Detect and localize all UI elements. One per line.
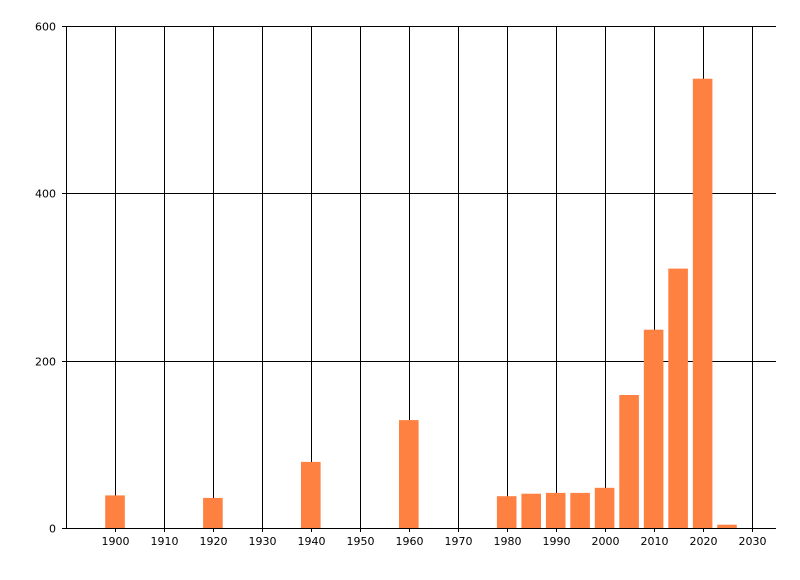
bar-2015 (668, 268, 688, 528)
y-tick-label: 200 (35, 356, 56, 369)
x-tick-label: 1950 (347, 535, 375, 548)
bar-1900 (105, 495, 125, 528)
bar-1985 (521, 493, 541, 528)
x-tick-label: 2020 (690, 535, 718, 548)
bar-1980 (496, 496, 517, 528)
x-tick-label: 1980 (494, 535, 522, 548)
y-tick-label: 400 (35, 188, 56, 201)
tick-labels: 1900 1910 1920 1930 1940 1950 1960 1970 1980 1990… (35, 21, 767, 549)
bar-2000 (594, 487, 615, 528)
x-tick-label: 1920 (200, 535, 228, 548)
x-tick-label: 1910 (151, 535, 179, 548)
bar-1940 (301, 461, 321, 528)
bar-2020 (692, 78, 713, 528)
x-tick-label: 1970 (445, 535, 473, 548)
bar-2025 (717, 524, 737, 528)
x-tick-label: 1960 (396, 535, 424, 548)
x-tick-label: 1900 (102, 535, 130, 548)
bar-2005 (619, 395, 639, 528)
bar-1995 (570, 492, 590, 528)
bar-1920 (203, 497, 223, 528)
y-tick-label: 600 (35, 21, 56, 34)
x-tick-label: 1930 (249, 535, 277, 548)
y-tick-label: 0 (49, 523, 56, 536)
bar-1990 (545, 492, 566, 528)
axes (66, 26, 776, 529)
x-tick-label: 1940 (298, 535, 326, 548)
bar-2010 (643, 329, 664, 528)
x-tick-label: 2000 (592, 535, 620, 548)
x-tick-label: 2030 (739, 535, 767, 548)
x-tick-label: 2010 (641, 535, 669, 548)
x-tick-label: 1990 (543, 535, 571, 548)
bars (105, 78, 737, 528)
bar-1960 (399, 420, 419, 528)
